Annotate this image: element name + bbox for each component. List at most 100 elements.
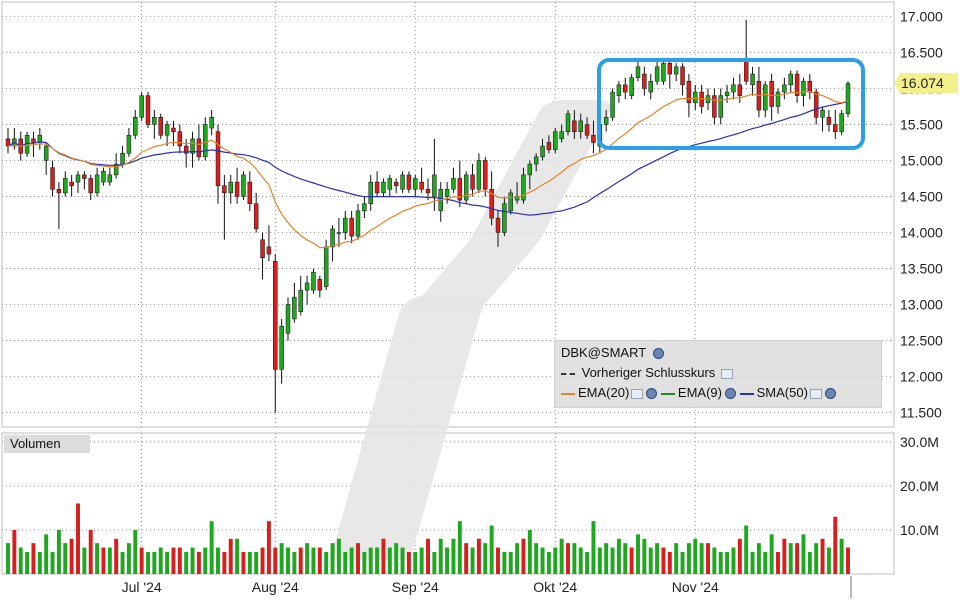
candle-body [610,91,615,118]
volume-bar [305,543,310,574]
volume-bar [457,521,462,574]
volume-bar [298,547,303,574]
time-tick-label: Aug '24 [252,579,299,595]
legend-symbol: DBK@SMART [561,345,646,360]
volume-bar [31,543,36,574]
candle-body [177,131,183,147]
volume-bar [839,538,844,574]
candle-body [782,84,787,93]
candle-body [502,203,507,233]
candle [253,192,259,233]
candle [514,182,520,204]
candle [63,171,68,197]
candle [368,174,373,211]
candlestick-series [5,20,851,413]
candle-body [444,189,450,197]
volume-bar [76,503,80,574]
candle-body [69,181,74,186]
time-axis: Jul '24 Aug '24 Sep '24 Okt '24 Nov '24 [122,576,852,598]
sma50-checkbox[interactable] [809,388,822,399]
candle [451,167,456,193]
volume-bar [6,543,10,574]
candle-body [101,171,106,183]
candle-body [489,189,494,219]
volume-bar [566,543,570,574]
candle [559,124,564,143]
volume-bar [126,543,131,574]
candle [343,210,348,240]
candle [635,59,641,82]
volume-bar [381,538,386,574]
volume-bar [540,547,545,574]
candle [215,124,221,204]
volume-bar [101,547,106,574]
volume-bar [750,551,755,574]
volume-bar [693,538,698,574]
volume-bar [292,551,297,574]
candle [158,113,163,139]
candle-body [311,271,316,291]
candle [285,297,291,341]
volume-bar [826,547,831,574]
candle [177,124,183,154]
candle-body [387,178,393,190]
ema20-settings-icon[interactable] [646,388,658,400]
volume-bar [642,538,647,574]
candle [292,282,297,323]
ema20-checkbox[interactable] [631,388,644,399]
volume-bar [451,538,456,574]
candle-body [400,174,405,190]
candle-body [228,181,233,194]
candle-body [120,153,125,165]
candle-body [476,160,482,190]
candle [629,74,634,100]
volume-bar [368,547,373,574]
candle [355,203,361,240]
candle [495,210,501,247]
settings-icon[interactable] [652,348,664,360]
candle-body [266,246,272,255]
candle [673,63,679,82]
volume-bar [706,543,710,574]
candle [69,174,74,197]
candle-body [113,163,119,176]
volume-bar [572,543,577,574]
candle-body [584,124,590,136]
candle-body [126,135,132,154]
price-tick-label: 15.000 [900,152,943,168]
volume-bar [667,551,672,574]
toggle-checkbox[interactable] [720,368,733,379]
candle [196,124,202,161]
candle-body [763,84,768,111]
candle [406,171,412,193]
time-tick-label: Jul '24 [122,579,162,595]
ema9-settings-icon[interactable] [724,388,736,400]
volume-bar [597,547,602,574]
volume-bar [674,543,679,574]
candle-body [247,181,253,204]
candle-body [171,127,176,132]
candle [266,225,272,262]
candle [603,110,609,132]
volume-bar [196,551,201,574]
candle-body [355,210,361,237]
volume-bar [464,543,469,574]
candle [203,117,208,161]
volume-bar [591,521,596,574]
candle [311,268,316,294]
sma50-settings-icon[interactable] [824,388,836,400]
price-tick-label: 11.500 [900,405,942,421]
volume-bar [63,543,68,574]
volume-bar [12,529,17,574]
candle [381,178,386,197]
candle [190,131,195,168]
highlight-rectangle [597,58,865,150]
volume-bar [610,547,615,574]
volume-bar [349,547,354,574]
volume-bar [502,551,507,574]
volume-bar [616,538,621,574]
volume-bar [756,543,761,574]
candle-body [209,117,214,129]
volume-bar [273,547,278,574]
